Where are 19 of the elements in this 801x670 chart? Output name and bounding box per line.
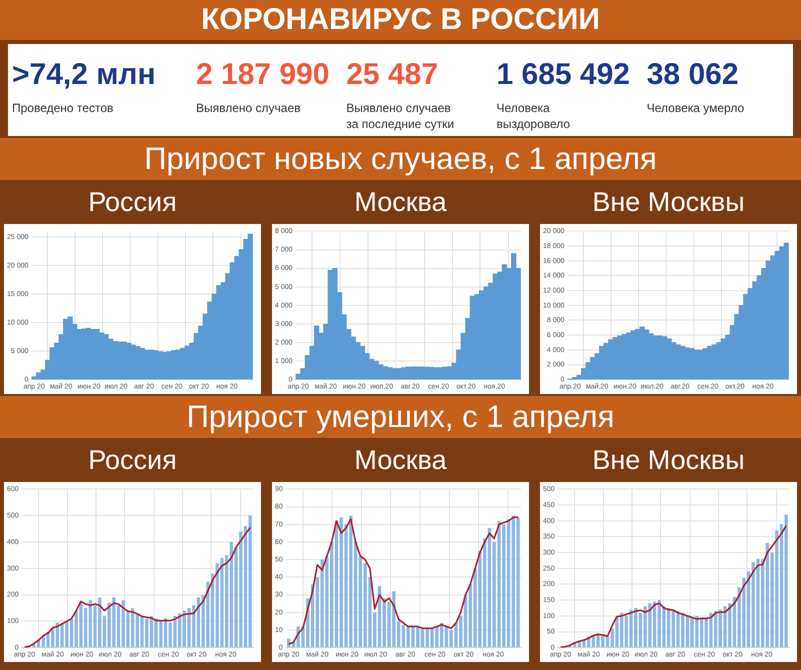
text: 38 062 [646,58,740,92]
chart-title: Россия [0,440,265,482]
text: Прирост умерших, с 1 апреля [0,396,801,438]
text: >74,2 млн [12,58,157,92]
chart-title: Вне Москвы [536,440,801,482]
text: Человека умерло [646,100,746,116]
text: 2 187 990 [196,58,330,92]
text: Прирост новых случаев, с 1 апреля [0,138,801,180]
text: Человека выздоровело [496,100,572,132]
text: 1 685 492 [496,58,631,92]
text: КОРОНАВИРУС В РОССИИ [0,0,801,40]
text: 25 487 [346,58,440,92]
chart-title: Вне Москвы [536,182,801,224]
text: Проведено тестов [12,100,114,116]
text: Выявлено случаев [196,100,302,116]
text: Выявлено случаев за последние сутки [346,100,456,132]
chart-title: Москва [268,440,533,482]
chart-title: Москва [268,182,533,224]
chart-title: Россия [0,182,265,224]
